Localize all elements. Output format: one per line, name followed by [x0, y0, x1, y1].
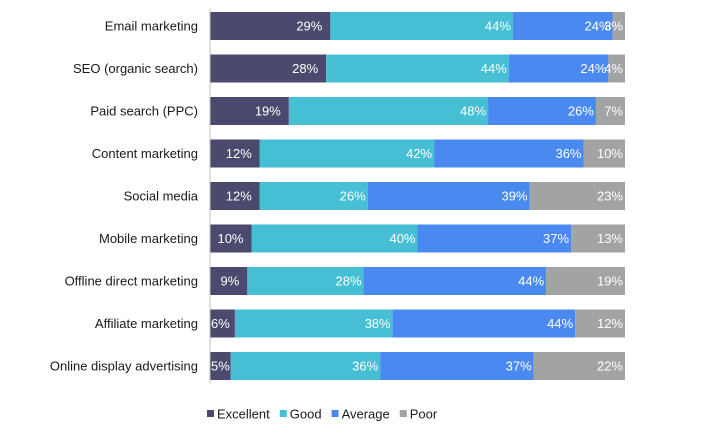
value-label-email-marketing-excellent: 29%	[296, 19, 322, 34]
value-label-online-display-advertising-poor: 22%	[597, 359, 623, 374]
legend-swatch-average	[331, 410, 339, 417]
value-label-seo-organic-search-poor: 4%	[604, 61, 623, 76]
value-label-email-marketing-average: 24%	[585, 19, 611, 34]
bar-segment-mobile-marketing-good	[251, 224, 418, 253]
value-label-offline-direct-marketing-average: 44%	[518, 274, 544, 289]
legend: Excellent Good Average Poor	[207, 407, 438, 422]
value-label-mobile-marketing-poor: 13%	[597, 231, 623, 246]
bar-segment-paid-search-ppc-excellent	[210, 97, 289, 125]
value-label-paid-search-ppc-average: 26%	[568, 104, 594, 119]
value-label-affiliate-marketing-average: 44%	[547, 316, 573, 331]
bar-segment-seo-organic-search-average	[508, 54, 609, 83]
bar-segment-social-media-poor	[529, 182, 625, 210]
bar-segment-affiliate-marketing-poor	[575, 309, 625, 338]
bar-segment-mobile-marketing-excellent	[210, 224, 252, 253]
bar-segment-paid-search-ppc-average	[488, 97, 596, 125]
value-label-social-media-poor: 23%	[597, 189, 623, 204]
category-label-seo-organic-search: SEO (organic search)	[73, 61, 198, 76]
bar-segment-mobile-marketing-average	[417, 224, 572, 253]
bar-segment-social-media-average	[367, 182, 530, 210]
bar-segment-email-marketing-good	[330, 12, 513, 40]
legend-label-good: Good	[290, 407, 322, 422]
value-label-email-marketing-poor: 3%	[604, 19, 623, 34]
value-label-email-marketing-good: 44%	[485, 19, 511, 34]
bar-segment-paid-search-ppc-poor	[595, 97, 625, 125]
value-label-affiliate-marketing-good: 38%	[365, 316, 391, 331]
value-label-seo-organic-search-excellent: 28%	[292, 61, 318, 76]
value-label-mobile-marketing-average: 37%	[543, 231, 569, 246]
bar-segment-offline-direct-marketing-poor	[546, 267, 625, 295]
category-label-content-marketing: Content marketing	[92, 146, 198, 161]
category-label-social-media: Social media	[124, 189, 199, 204]
value-label-paid-search-ppc-poor: 7%	[604, 104, 623, 119]
bars-group: 29% 44% 24%3%28% 44% 24%4%19% 48% 26% 7%12% 42% 3…	[210, 12, 625, 380]
bar-segment-offline-direct-marketing-good	[247, 267, 364, 295]
value-label-online-display-advertising-good: 36%	[352, 359, 378, 374]
legend-label-excellent: Excellent	[217, 407, 270, 422]
bar-segment-content-marketing-excellent	[210, 139, 260, 168]
value-label-mobile-marketing-excellent: 10%	[217, 231, 243, 246]
category-label-email-marketing: Email marketing	[105, 19, 198, 34]
value-label-online-display-advertising-average: 37%	[506, 359, 532, 374]
category-label-affiliate-marketing: Affiliate marketing	[95, 316, 198, 331]
bar-segment-seo-organic-search-excellent	[210, 54, 327, 83]
bar-segment-content-marketing-poor	[583, 139, 625, 168]
bar-segment-seo-organic-search-good	[326, 54, 509, 83]
bar-segment-content-marketing-good	[259, 139, 435, 168]
bar-segment-offline-direct-marketing-average	[363, 267, 547, 295]
bar-segment-content-marketing-average	[434, 139, 584, 168]
bar-segment-online-display-advertising-good	[230, 352, 381, 380]
bar-segment-email-marketing-average	[512, 12, 613, 40]
legend-label-average: Average	[342, 407, 390, 422]
bar-segment-social-media-good	[259, 182, 368, 210]
legend-swatch-good	[279, 410, 287, 417]
value-label-social-media-average: 39%	[502, 189, 528, 204]
value-label-content-marketing-poor: 10%	[597, 146, 623, 161]
bar-segment-online-display-advertising-poor	[533, 352, 625, 380]
bar-segment-offline-direct-marketing-excellent	[210, 267, 248, 295]
value-label-offline-direct-marketing-good: 28%	[336, 274, 362, 289]
value-label-content-marketing-average: 36%	[555, 146, 581, 161]
bar-segment-affiliate-marketing-good	[234, 309, 393, 338]
value-label-paid-search-ppc-excellent: 19%	[255, 104, 281, 119]
value-label-paid-search-ppc-good: 48%	[460, 104, 486, 119]
bar-segment-affiliate-marketing-excellent	[210, 309, 235, 338]
category-label-online-display-advertising: Online display advertising	[50, 359, 198, 374]
value-label-social-media-good: 26%	[340, 189, 366, 204]
bar-segment-seo-organic-search-poor	[608, 54, 625, 83]
legend-swatch-excellent	[207, 410, 214, 417]
category-label-offline-direct-marketing: Offline direct marketing	[65, 274, 198, 289]
bar-segment-email-marketing-poor	[612, 12, 625, 40]
value-label-online-display-advertising-excellent: 5%	[211, 359, 230, 374]
value-label-seo-organic-search-average: 24%	[580, 61, 606, 76]
value-label-affiliate-marketing-excellent: 6%	[211, 316, 230, 331]
value-label-social-media-excellent: 12%	[226, 189, 252, 204]
value-label-mobile-marketing-good: 40%	[389, 231, 415, 246]
bar-segment-online-display-advertising-average	[380, 352, 534, 380]
value-label-seo-organic-search-good: 44%	[481, 61, 507, 76]
bar-segment-social-media-excellent	[210, 182, 260, 210]
legend-label-poor: Poor	[410, 407, 438, 422]
bar-segment-email-marketing-excellent	[210, 12, 331, 40]
category-label-paid-search-ppc: Paid search (PPC)	[90, 104, 198, 119]
bar-segment-online-display-advertising-excellent	[210, 352, 231, 380]
bar-segment-mobile-marketing-poor	[571, 224, 625, 253]
value-label-content-marketing-excellent: 12%	[226, 146, 252, 161]
legend-swatch-poor	[399, 410, 407, 417]
value-label-offline-direct-marketing-excellent: 9%	[221, 274, 240, 289]
category-label-mobile-marketing: Mobile marketing	[99, 231, 198, 246]
category-labels: Email marketing SEO (organic search) Paid …	[50, 19, 199, 374]
bar-segment-affiliate-marketing-average	[392, 309, 576, 338]
value-label-content-marketing-good: 42%	[406, 146, 432, 161]
value-label-affiliate-marketing-poor: 12%	[597, 316, 623, 331]
value-label-offline-direct-marketing-poor: 19%	[597, 274, 623, 289]
bar-segment-paid-search-ppc-good	[288, 97, 489, 125]
